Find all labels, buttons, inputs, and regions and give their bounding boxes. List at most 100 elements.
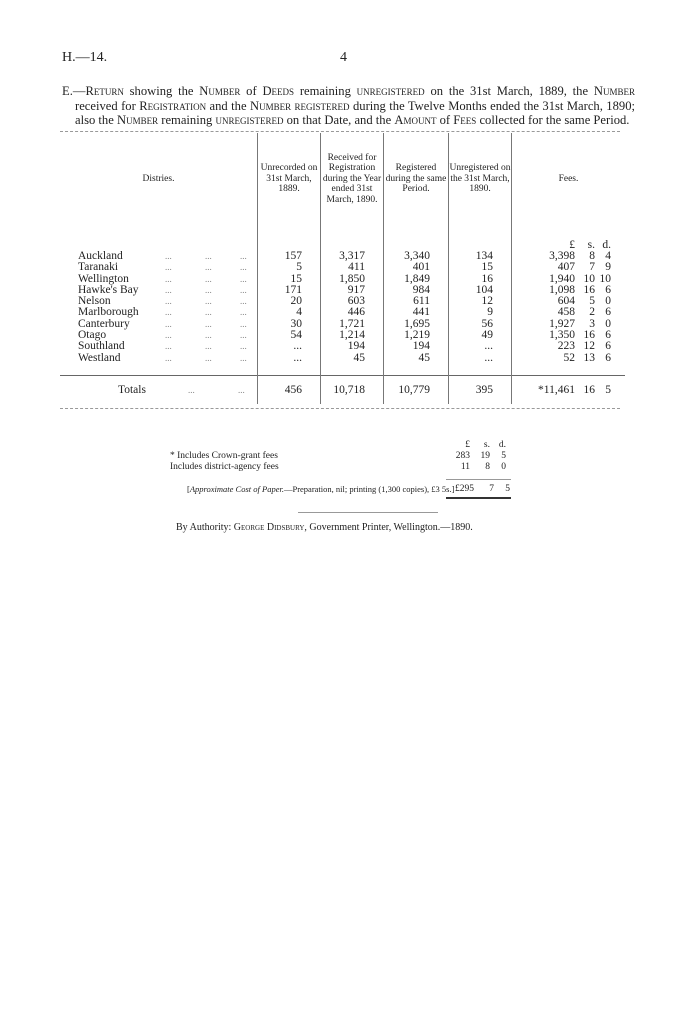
cell-fees: 1,940 10 10 [549, 272, 611, 285]
col-fees: Fees. [511, 133, 625, 225]
district-name: Totals [118, 383, 146, 396]
cell-fees: *11,461 16 5 [538, 383, 611, 396]
cell-registered: 3,340 [383, 250, 449, 263]
cell-fees: 458 2 6 [557, 306, 611, 319]
table-row: Auckland......... 157 3,317 3,340 134 3,398 8 4 [60, 250, 625, 263]
table-row: Wellington......... 15 1,850 1,849 16 1,940 10… [60, 272, 625, 285]
caption-body: Return showing the Number of Deeds remai… [75, 84, 635, 127]
cell-received: 446 [320, 307, 384, 319]
table-row: Otago......... 54 1,214 1,219 49 1,350 16 6 [60, 329, 625, 342]
footnote-line: * Includes Crown-grant fees 283 19 5 [170, 451, 506, 461]
authority-line: By Authority: George Didsbury, Governmen… [176, 522, 473, 533]
cell-unregistered: ... [448, 340, 512, 353]
table-row: Westland............ 45 45... 52 13 6 [60, 351, 625, 364]
col-unrecorded: Unrecorded on 31st March, 1889. [257, 133, 321, 225]
cell-received: 1,214 [320, 329, 384, 342]
table-row: Hawke's Bay......... 171 917 984 104 1,098 16 6 [60, 283, 625, 297]
district-name: Canterbury [78, 317, 130, 330]
cell-fees: 1,350 16 6 [549, 329, 611, 342]
cell-registered: 401 [383, 261, 449, 274]
table-row: Canterbury......... 30 1,721 1,695 56 1,927 3 0 [60, 317, 625, 331]
cell-unrecorded: 15 [257, 273, 321, 285]
cell-unrecorded: 171 [257, 284, 321, 297]
cell-unrecorded: 20 [257, 295, 321, 308]
cell-registered: 10,779 [383, 375, 449, 405]
caption-text: showing the [129, 84, 194, 98]
cell-unregistered: 395 [448, 375, 512, 405]
cell-unrecorded: ... [257, 340, 321, 353]
cell-registered: 1,219 [383, 329, 449, 342]
caption-text: on that Date, and the [286, 113, 392, 127]
cell-unregistered: 12 [448, 295, 512, 308]
cost-note: [Approximate Cost of Paper.—Preparation,… [187, 484, 455, 494]
deeds-table: Distries. Unrecorded on 31st March, 1889… [60, 133, 625, 405]
cell-registered: 1,849 [383, 273, 449, 285]
cell-registered: 984 [383, 284, 449, 297]
caption-prefix: E.— [62, 84, 86, 98]
cell-received: 411 [320, 261, 384, 274]
document-reference: H.—14. [62, 50, 108, 65]
cell-unregistered: 104 [448, 284, 512, 297]
caption-text: of [246, 84, 257, 98]
district-name: Auckland [78, 250, 123, 262]
caption-text: unregistered [356, 84, 425, 98]
cell-unregistered: 16 [448, 273, 512, 285]
table-row: Nelson......... 20 603 611 12 604 5 0 [60, 295, 625, 308]
header-row: Distries. Unrecorded on 31st March, 1889… [60, 133, 625, 225]
caption-text: and the [209, 98, 247, 113]
footnote-line: Includes district-agency fees 11 8 0 [170, 462, 506, 472]
district-name: Nelson [78, 295, 111, 308]
caption-text: remaining [161, 113, 213, 127]
cell-received: 194 [320, 340, 384, 353]
caption-text: on the 31st March, 1889, the [430, 84, 589, 98]
cell-fees: 1,927 3 0 [549, 317, 611, 330]
caption-text: received for [75, 98, 136, 113]
separator [298, 512, 438, 513]
cell-registered: 194 [383, 340, 449, 353]
cell-unregistered: ... [448, 352, 512, 364]
caption-text: Number [593, 84, 635, 98]
cell-unrecorded: 54 [257, 329, 321, 342]
caption-text: collected for the same Period. [479, 113, 630, 127]
caption-text: Amount [394, 113, 437, 127]
cell-received: 10,718 [320, 375, 384, 405]
district-name: Otago [78, 329, 107, 342]
district-name: Southland [78, 340, 125, 353]
cell-unregistered: 56 [448, 318, 512, 331]
caption-text: Deeds [262, 84, 295, 98]
footnote-total: £295 7 5 [446, 479, 511, 499]
cell-received: 1,721 [320, 318, 384, 331]
cell-unrecorded: 157 [257, 250, 321, 263]
cell-unregistered: 15 [448, 261, 512, 274]
col-registered: Registered during the same Period. [383, 133, 449, 225]
cell-fees: 223 12 6 [557, 340, 611, 353]
cell-registered: 441 [383, 307, 449, 319]
caption-text: Fees [453, 113, 477, 127]
cell-unrecorded: 456 [257, 375, 321, 405]
caption-text: Number [199, 84, 241, 98]
district-name: Westland [78, 351, 121, 364]
fee-units: £ s. d. [569, 238, 611, 251]
cell-fees: 52 13 6 [563, 351, 612, 364]
cell-unrecorded: 30 [257, 318, 321, 331]
bottom-rule [60, 408, 620, 409]
totals-row: Totals...... 456 10,718 10,779 395 *11,461 16 5 [60, 375, 625, 405]
cell-fees: 407 7 9 [557, 261, 611, 274]
col-received: Received for Registration during the Yea… [320, 133, 384, 225]
cell-registered: 611 [383, 295, 449, 308]
page-number: 4 [340, 50, 347, 65]
cell-fees: 3,398 8 4 [549, 250, 611, 262]
col-district: Distries. [142, 173, 175, 184]
cell-fees: 1,098 16 6 [549, 283, 611, 296]
cell-unregistered: 9 [448, 307, 512, 319]
cell-received: 917 [320, 284, 384, 297]
cell-unrecorded: 5 [257, 261, 321, 274]
table-row: Marlborough......... 4 446 441 9 458 2 6 [60, 306, 625, 319]
caption-text: Registration [139, 98, 207, 113]
caption-text: during the Twelve Months ended the 31st … [75, 98, 635, 128]
district-name: Marlborough [78, 306, 139, 319]
table-row: Taranaki......... 5 411 401 15 407 7 9 [60, 261, 625, 274]
cell-registered: 45 [383, 352, 449, 364]
caption-text: unregistered [215, 113, 284, 127]
